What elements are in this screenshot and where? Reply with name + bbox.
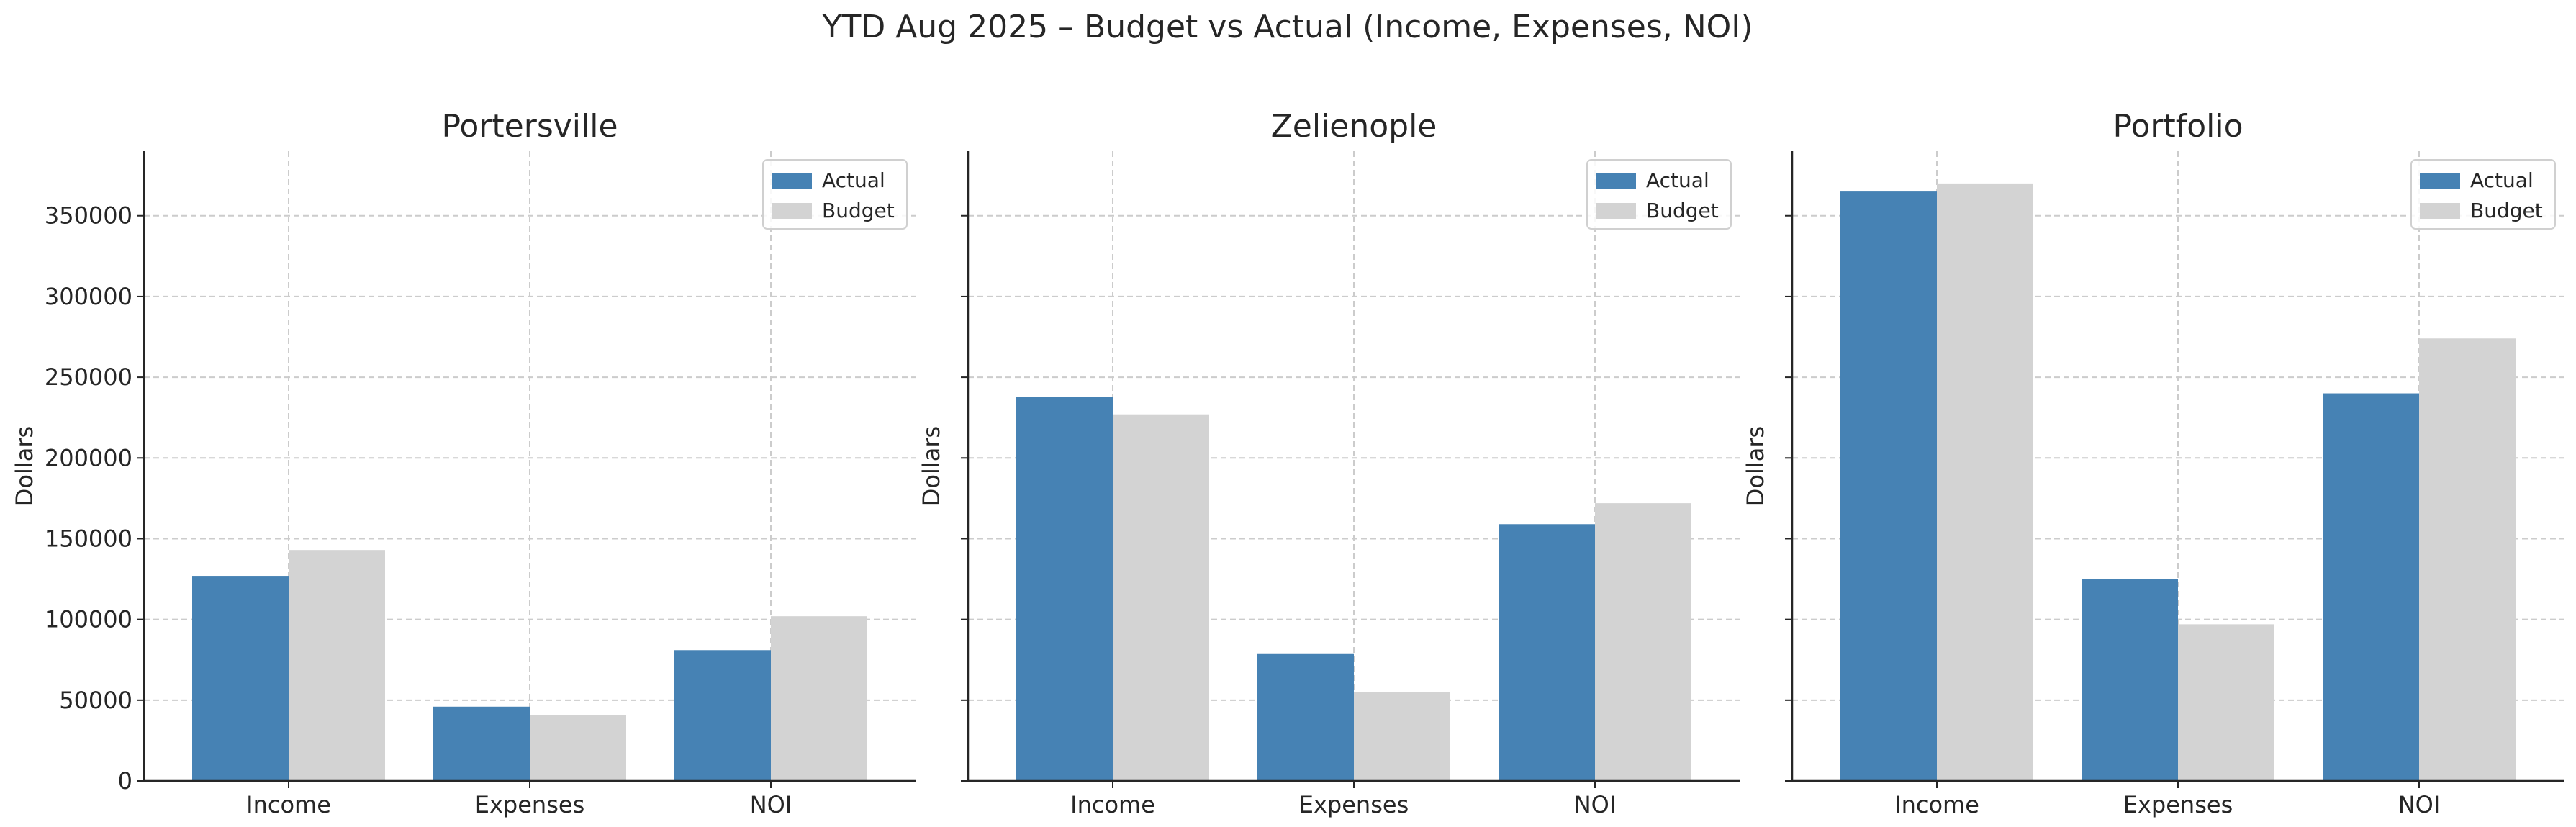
legend-label-budget: Budget <box>822 199 895 222</box>
x-tick-label: Expenses <box>475 791 584 818</box>
legend-swatch-budget <box>2420 203 2460 219</box>
bar-actual-noi <box>674 650 771 781</box>
panel-zelienople: Income Expenses NOI Dollars Zelienople Actual… <box>918 108 1740 818</box>
y-tick-label: 0 <box>118 767 132 795</box>
y-tick-label: 100000 <box>45 606 132 633</box>
chart-title: YTD Aug 2025 – Budget vs Actual (Income,… <box>822 9 1753 45</box>
legend-label-actual: Actual <box>1646 168 1709 192</box>
panel-title: Portfolio <box>2112 108 2243 145</box>
bar-actual-income <box>192 576 289 781</box>
bar-actual-noi <box>2323 393 2419 781</box>
y-tick-label: 350000 <box>45 202 132 230</box>
bar-actual-expenses <box>2082 579 2178 781</box>
y-axis-label: Dollars <box>1742 426 1769 506</box>
bar-budget-expenses <box>530 715 626 781</box>
bar-budget-expenses <box>1354 692 1450 781</box>
y-tick-label: 250000 <box>45 363 132 391</box>
legend-label-actual: Actual <box>822 168 885 192</box>
x-tick-label: Expenses <box>1299 791 1409 818</box>
legend: Actual Budget <box>2410 159 2556 230</box>
legend-swatch-actual <box>2420 173 2460 189</box>
y-axis-label: Dollars <box>11 426 38 506</box>
y-tick-label: 50000 <box>59 687 132 714</box>
x-tick-label: Income <box>1070 791 1155 818</box>
legend-label-budget: Budget <box>2470 199 2543 222</box>
y-tick-label: 300000 <box>45 283 132 310</box>
x-tick-label: Income <box>1894 791 1979 818</box>
bar-budget-expenses <box>2178 624 2274 781</box>
x-tick-label: NOI <box>2398 791 2441 818</box>
legend-swatch-actual <box>772 173 812 189</box>
bar-actual-expenses <box>1257 653 1354 781</box>
legend-swatch-actual <box>1596 173 1636 189</box>
panel-portersville: 0 50000 100000 150000 200000 250000 300000 3500… <box>11 108 916 818</box>
bar-budget-income <box>1113 414 1209 781</box>
x-tick-label: Expenses <box>2123 791 2233 818</box>
x-tick-label: Income <box>246 791 331 818</box>
panel-portfolio: Income Expenses NOI Dollars Portfolio Actual B… <box>1742 108 2564 818</box>
bar-budget-income <box>1937 183 2033 781</box>
bar-actual-expenses <box>433 706 530 781</box>
bar-actual-noi <box>1499 524 1595 781</box>
legend-swatch-budget <box>1596 203 1636 219</box>
x-tick-label: NOI <box>1574 791 1617 818</box>
bar-actual-income <box>1840 191 1937 782</box>
bar-budget-income <box>289 550 385 781</box>
panel-title: Portersville <box>441 108 618 145</box>
legend-label-budget: Budget <box>1646 199 1719 222</box>
legend-swatch-budget <box>772 203 812 219</box>
y-axis-label: Dollars <box>918 426 945 506</box>
bar-budget-noi <box>771 616 867 781</box>
y-tick-label: 150000 <box>45 525 132 552</box>
legend: Actual Budget <box>762 159 908 230</box>
panel-title: Zelienople <box>1271 108 1437 145</box>
bar-budget-noi <box>2419 338 2516 781</box>
bar-actual-income <box>1016 397 1113 781</box>
panels: 0 50000 100000 150000 200000 250000 300000 3500… <box>11 108 2564 818</box>
legend-label-actual: Actual <box>2470 168 2534 192</box>
x-tick-label: NOI <box>750 791 792 818</box>
y-tick-label: 200000 <box>45 444 132 471</box>
legend: Actual Budget <box>1586 159 1732 230</box>
bar-budget-noi <box>1595 503 1691 781</box>
